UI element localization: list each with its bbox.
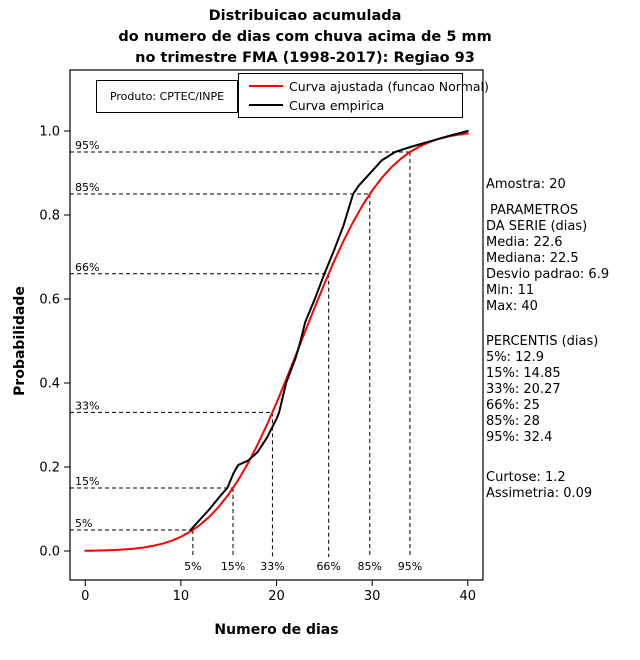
- percentile-bottom-label: 85%: [358, 560, 382, 573]
- legend-label-empirical: Curva empirica: [289, 97, 385, 113]
- percentile-bottom-label: 66%: [316, 560, 340, 573]
- y-axis-tick-label: 0.6: [39, 293, 60, 308]
- series-line-fitted: [84, 132, 469, 552]
- y-axis-tick-label: 0.4: [39, 377, 60, 392]
- legend-label-fitted: Curva ajustada (funcao Normal): [289, 78, 489, 94]
- x-axis-tick-label: 30: [364, 589, 381, 604]
- stats-panel: Amostra: 20 PARAMETROS DA SERIE (dias) M…: [486, 177, 640, 502]
- percentile-bottom-label: 5%: [184, 560, 201, 573]
- product-label-box: Produto: CPTEC/INPE: [96, 80, 238, 113]
- percentile-left-label: 33%: [75, 399, 99, 412]
- legend-line-empirical: [249, 104, 283, 106]
- percentile-15: 15%: 14.85: [486, 366, 561, 381]
- percentile-33: 33%: 20.27: [486, 382, 561, 397]
- stat-skewness: Assimetria: 0.09: [486, 486, 593, 501]
- chart-title-line-2: do numero de dias com chuva acima de 5 m…: [118, 29, 492, 45]
- legend-entry-fitted: Curva ajustada (funcao Normal): [249, 79, 489, 94]
- chart-title-line-1: Distribuicao acumulada: [208, 8, 402, 24]
- y-axis-tick-label: 0.8: [39, 209, 60, 224]
- product-label: Produto: CPTEC/INPE: [109, 90, 225, 103]
- percentile-left-label: 5%: [75, 517, 92, 530]
- x-axis-tick-label: 40: [460, 589, 477, 604]
- x-axis-title: Numero de dias: [214, 622, 339, 638]
- percentile-5: 5%: 12.9: [486, 350, 545, 365]
- y-axis-title: Probabilidade: [12, 286, 28, 396]
- params-header-line-2: DA SERIE (dias): [486, 219, 588, 234]
- percentile-95: 95%: 32.4: [486, 430, 553, 445]
- stat-median: Mediana: 22.5: [486, 251, 579, 266]
- legend: Curva ajustada (funcao Normal) Curva emp…: [238, 73, 489, 118]
- y-axis-tick-label: 0.2: [39, 461, 60, 476]
- x-axis-tick-label: 10: [173, 589, 190, 604]
- percentile-left-label: 95%: [75, 139, 99, 152]
- y-axis-tick-label: 0.0: [39, 545, 60, 560]
- x-axis-tick-label: 20: [268, 589, 285, 604]
- legend-line-fitted: [249, 85, 283, 87]
- percentile-bottom-label: 33%: [260, 560, 284, 573]
- percentile-left-label: 66%: [75, 261, 99, 274]
- params-header-line-1: PARAMETROS: [490, 203, 579, 218]
- chart-title-line-3: no trimestre FMA (1998-2017): Regiao 93: [135, 50, 475, 66]
- percentile-bottom-label: 95%: [398, 560, 422, 573]
- stat-min: Min: 11: [486, 283, 535, 298]
- percentile-66: 66%: 25: [486, 398, 540, 413]
- stat-max: Max: 40: [486, 299, 538, 314]
- stat-mean: Media: 22.6: [486, 235, 563, 250]
- stat-stddev: Desvio padrao: 6.9: [486, 267, 610, 282]
- percentile-bottom-label: 15%: [221, 560, 245, 573]
- x-axis-tick-label: 0: [81, 589, 89, 604]
- percentiles-header: PERCENTIS (dias): [486, 334, 599, 349]
- percentile-left-label: 15%: [75, 475, 99, 488]
- percentile-left-label: 85%: [75, 181, 99, 194]
- y-axis-tick-label: 1.0: [39, 125, 60, 140]
- stat-kurtosis: Curtose: 1.2: [486, 470, 566, 485]
- stat-sample-size: Amostra: 20: [486, 177, 566, 192]
- chart-title: Distribuicao acumulada do numero de dias…: [0, 6, 610, 69]
- series-line-empirical: [189, 130, 469, 531]
- percentile-85: 85%: 28: [486, 414, 540, 429]
- legend-entry-empirical: Curva empirica: [249, 98, 462, 113]
